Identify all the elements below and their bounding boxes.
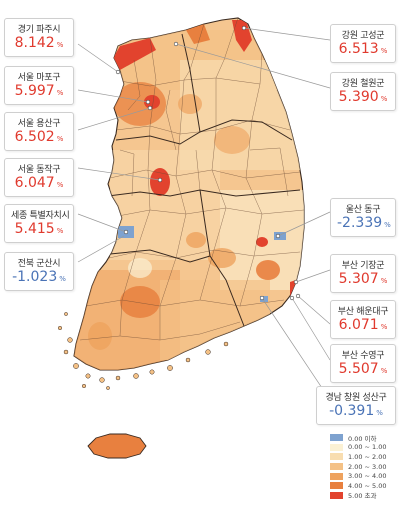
- legend-item: 1.00 ~ 2.00: [330, 452, 387, 462]
- region-markers: [115, 25, 301, 301]
- islands: [57, 312, 229, 390]
- region-value: -1.023%: [12, 269, 66, 285]
- region-value: 5.997%: [14, 83, 64, 99]
- region-name: 경남 창원 성산구: [325, 393, 387, 403]
- region-name: 서울 동작구: [17, 165, 61, 175]
- callout-paju: 경기 파주시 8.142%: [4, 18, 74, 57]
- callout-haeundae: 부산 해운대구 6.071%: [330, 300, 396, 339]
- region-value: 6.047%: [14, 175, 64, 191]
- callout-ulsan-dong: 울산 동구 -2.339%: [330, 198, 396, 237]
- legend-item: 5.00 초과: [330, 491, 387, 501]
- legend-label: 2.00 ~ 3.00: [348, 462, 387, 471]
- region-value: 6.071%: [338, 317, 388, 333]
- region-value: 6.502%: [14, 129, 64, 145]
- region-name: 부산 기장군: [341, 261, 385, 271]
- province-borders: [107, 33, 301, 327]
- region-fills: [74, 20, 304, 370]
- legend-label: 3.00 ~ 4.00: [348, 472, 387, 481]
- legend-swatch: [330, 463, 343, 471]
- callout-seongsan: 경남 창원 성산구 -0.391%: [316, 386, 396, 425]
- callout-dongjak: 서울 동작구 6.047%: [4, 158, 74, 197]
- legend-item: 0.00 ~ 1.00: [330, 443, 387, 453]
- callout-suyeong: 부산 수영구 5.507%: [330, 344, 396, 383]
- region-value: 5.507%: [338, 361, 388, 377]
- callout-gunsan: 전북 군산시 -1.023%: [4, 252, 74, 291]
- legend-item: 2.00 ~ 3.00: [330, 462, 387, 472]
- region-value: -2.339%: [337, 215, 391, 231]
- legend-label: 0.00 ~ 1.00: [348, 443, 387, 452]
- region-name: 전북 군산시: [17, 259, 61, 269]
- region-name: 경기 파주시: [17, 25, 61, 35]
- legend-item: 3.00 ~ 4.00: [330, 471, 387, 481]
- region-name: 부산 수영구: [341, 351, 385, 361]
- region-value: 5.390%: [338, 89, 388, 105]
- region-name: 강원 고성군: [341, 31, 385, 41]
- region-value: 8.142%: [14, 35, 64, 51]
- legend-swatch: [330, 443, 343, 451]
- leader-lines: [77, 27, 331, 401]
- region-value: 6.513%: [338, 41, 388, 57]
- legend-swatch: [330, 482, 343, 490]
- region-name: 부산 해운대구: [337, 307, 389, 317]
- legend-swatch: [330, 472, 343, 480]
- legend-item: 0.00 이하: [330, 433, 387, 443]
- jeju-island: [87, 433, 147, 459]
- region-name: 서울 마포구: [17, 73, 61, 83]
- legend-swatch: [330, 453, 343, 461]
- callout-gijang: 부산 기장군 5.307%: [330, 254, 396, 293]
- region-name: 서울 용산구: [17, 119, 61, 129]
- legend-swatch: [330, 491, 343, 499]
- legend-label: 5.00 초과: [348, 492, 377, 501]
- legend-label: 4.00 ~ 5.00: [348, 481, 387, 490]
- legend-label: 1.00 ~ 2.00: [348, 452, 387, 461]
- region-name: 울산 동구: [345, 205, 381, 215]
- region-value: 5.307%: [338, 271, 388, 287]
- callout-cheorwon: 강원 철원군 5.390%: [330, 72, 396, 111]
- legend-label: 0.00 이하: [348, 434, 377, 443]
- callout-sejong: 세종 특별자치시 5.415%: [4, 204, 74, 243]
- legend-swatch: [330, 434, 343, 442]
- callout-mapo: 서울 마포구 5.997%: [4, 66, 74, 105]
- callout-yongsan: 서울 용산구 6.502%: [4, 112, 74, 151]
- map-legend: 0.00 이하 0.00 ~ 1.00 1.00 ~ 2.00 2.00 ~ 3…: [330, 433, 387, 500]
- district-borders: [79, 18, 304, 341]
- region-name: 세종 특별자치시: [11, 211, 70, 221]
- region-value: 5.415%: [14, 221, 64, 237]
- region-name: 강원 철원군: [341, 79, 385, 89]
- legend-item: 4.00 ~ 5.00: [330, 481, 387, 491]
- callout-goseong: 강원 고성군 6.513%: [330, 24, 396, 63]
- region-value: -0.391%: [329, 403, 383, 419]
